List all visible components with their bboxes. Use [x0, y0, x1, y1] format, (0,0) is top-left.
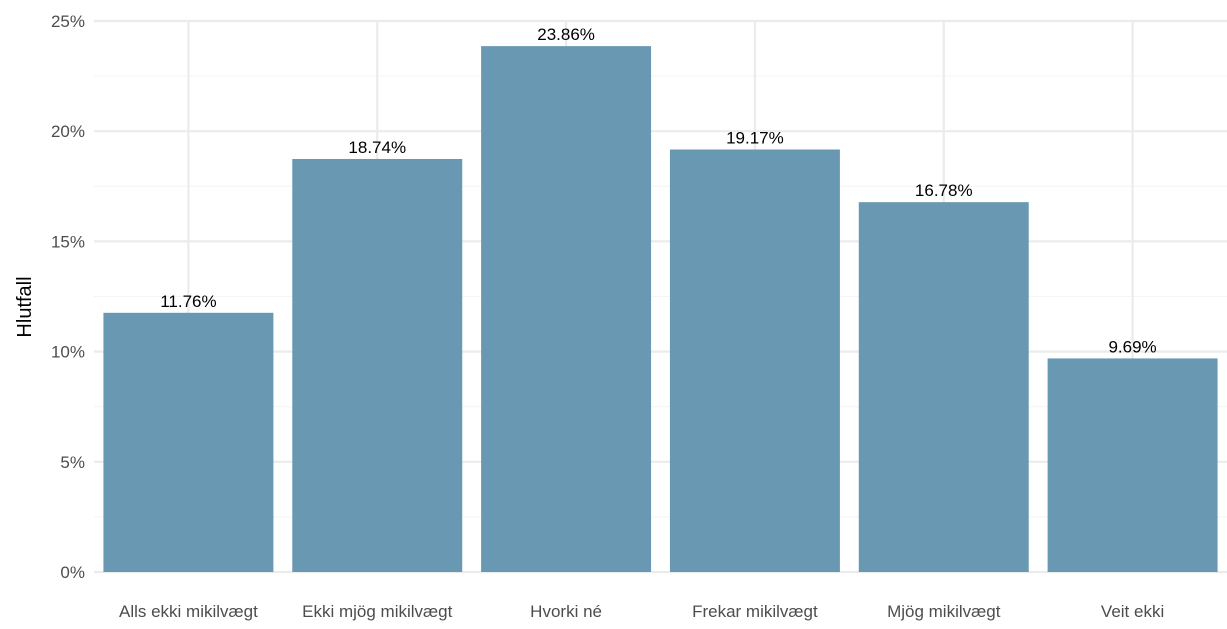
- bar: [669, 149, 840, 572]
- y-axis-title: Hlutfall: [14, 276, 36, 337]
- bar-value-label: 9.69%: [1108, 337, 1156, 356]
- y-tick-label: 25%: [51, 12, 85, 31]
- y-tick-label: 20%: [51, 122, 85, 141]
- x-tick-label: Alls ekki mikilvægt: [119, 602, 258, 621]
- bar-value-label: 18.74%: [348, 138, 406, 157]
- y-axis-ticks: 0% 5% 10% 15% 20% 25%: [51, 12, 85, 582]
- bar-value-label: 16.78%: [915, 181, 973, 200]
- x-tick-label: Hvorki né: [530, 602, 602, 621]
- x-tick-label: Mjög mikilvægt: [887, 602, 1001, 621]
- bars: [103, 46, 1218, 572]
- bar: [1047, 358, 1218, 572]
- bar: [292, 158, 463, 572]
- x-axis-ticks: Alls ekki mikilvægt Ekki mjög mikilvægt Hv…: [119, 602, 1164, 621]
- bar-value-label: 11.76%: [160, 292, 216, 311]
- bar: [481, 46, 652, 572]
- y-tick-label: 5%: [60, 453, 85, 472]
- y-tick-label: 0%: [60, 563, 85, 582]
- y-tick-label: 10%: [51, 343, 85, 362]
- x-tick-label: Ekki mjög mikilvægt: [302, 602, 452, 621]
- bar: [103, 312, 274, 572]
- bar-value-label: 23.86%: [537, 25, 595, 44]
- bar: [858, 202, 1029, 572]
- x-tick-label: Veit ekki: [1101, 602, 1164, 621]
- y-tick-label: 15%: [51, 232, 85, 251]
- bar-value-label: 19.17%: [726, 128, 784, 147]
- x-tick-label: Frekar mikilvægt: [692, 602, 818, 621]
- data-labels: 11.76% 18.74% 23.86% 19.17% 16.78% 9.69%: [160, 25, 1156, 356]
